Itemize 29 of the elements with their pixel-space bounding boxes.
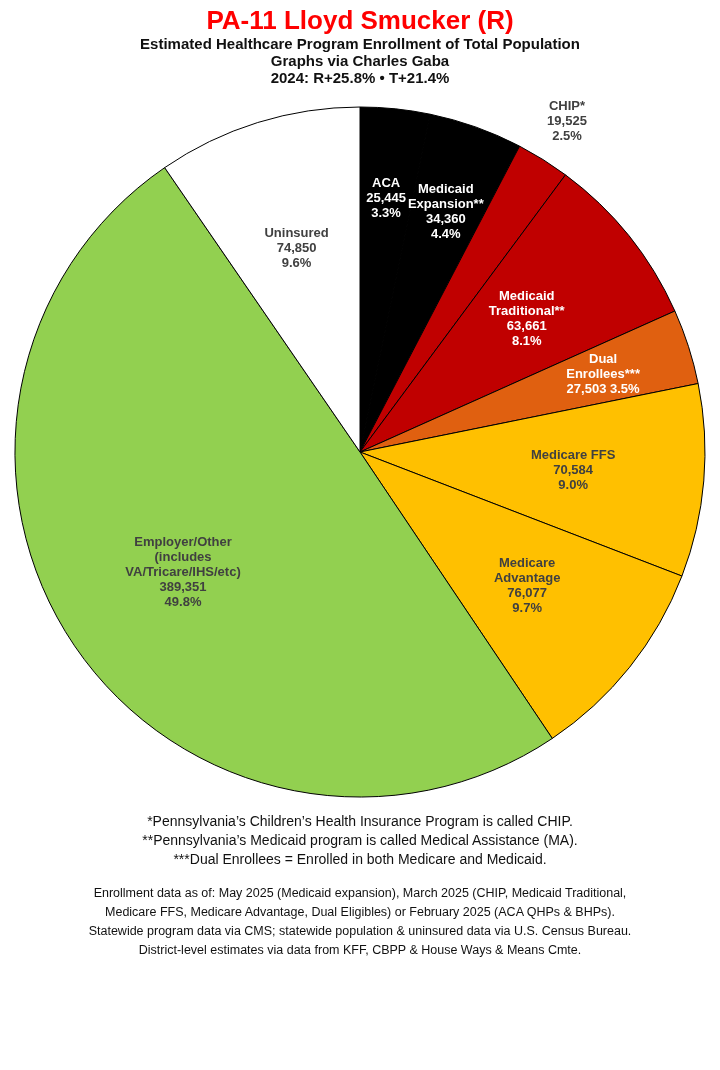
slice-label: Medicaid Traditional**	[488, 287, 566, 318]
data-label: 74,850 9.6%	[276, 239, 317, 270]
text: Statewide program data via CMS; statewide population & uninsured data via U.S. Census Bureau.	[88, 924, 632, 938]
text: ***Dual Enrollees = Enrolled in both Medicare and Medicaid.	[173, 851, 547, 867]
text: **Pennsylvania’s Medicaid program is called Medical Assistance (MA).	[142, 832, 578, 848]
slice-label: ACA	[371, 175, 401, 191]
data-label: 34,360 4.4%	[425, 211, 466, 242]
text: Estimated Healthcare Program Enrollment of Total Population	[140, 35, 580, 53]
text: District-level estimates via data from KFF, CBPP & House Ways & Means Cmte.	[138, 943, 582, 957]
data-label: 70,584 9.0%	[553, 461, 594, 492]
slice-label: Employer/Other (includes VA/Tricare/IHS/etc)	[125, 534, 241, 580]
data-label: 389,351 49.8%	[159, 579, 207, 610]
text: Medicare FFS, Medicare Advantage, Dual Eligibles) or February 2025 (ACA QHPs & BHPs).	[105, 905, 615, 919]
text: 2024: R+25.8% • T+21.4%	[270, 69, 450, 87]
slice-label: CHIP*	[548, 98, 586, 114]
text: Enrollment data as of: May 2025 (Medicaid expansion), March 2025 (CHIP, Medicaid Traditional,	[93, 886, 627, 900]
slice-label: Medicare FFS	[530, 446, 616, 462]
slice-label: Medicare Advantage	[493, 554, 561, 585]
data-label: 19,525 2.5%	[547, 113, 587, 144]
data-label: 27,503 3.5%	[566, 381, 641, 397]
data-label: 63,661 8.1%	[506, 317, 547, 348]
chart-title: PA-11 Lloyd Smucker (R)	[206, 5, 514, 36]
slice-label: Dual Enrollees***	[566, 351, 641, 382]
text: *Pennsylvania’s Children’s Health Insurance Program is called CHIP.	[147, 813, 573, 829]
slice-label: Medicaid Expansion**	[407, 181, 485, 212]
data-label: 76,077 9.7%	[507, 584, 548, 615]
text: Graphs via Charles Gaba	[270, 52, 450, 70]
slice-label: Uninsured	[264, 224, 329, 240]
data-label: 25,445 3.3%	[366, 190, 406, 221]
